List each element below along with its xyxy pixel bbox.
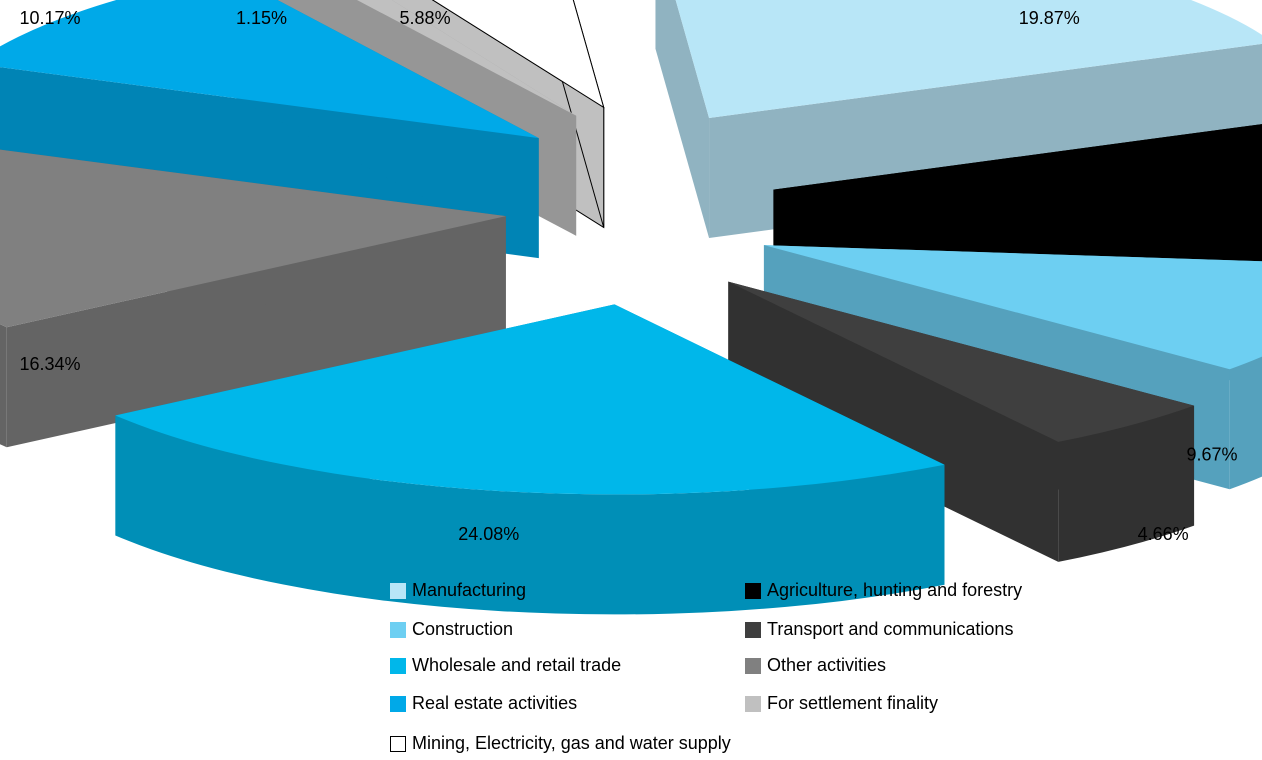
data-label-wholesale-and-retail-trade: 24.08%	[458, 524, 519, 544]
data-label-construction: 9.67%	[1186, 444, 1237, 464]
slice-top	[0, 149, 506, 328]
data-label-for-settlement-finality: 1.15%	[236, 8, 287, 28]
slice-top	[0, 0, 539, 139]
data-label-other-activities: 16.34%	[19, 354, 80, 374]
data-label-manufacturing: 19.87%	[1019, 8, 1080, 28]
slice-outer-wall	[1058, 405, 1195, 562]
pie-slice-other-activities	[0, 149, 506, 448]
data-label-mining-electricity-gas-and-water-supply: 5.88%	[400, 8, 451, 28]
slice-top	[115, 304, 945, 495]
slice-top	[431, 0, 605, 109]
slice-top	[728, 281, 1195, 442]
slice-top	[763, 245, 1262, 370]
data-label-transport-and-communications: 4.66%	[1138, 524, 1189, 544]
slice-outer-wall	[115, 415, 945, 615]
pie-data-labels: 19.87% 8.17% 9.67% 4.66% 24.08% 16.34% 10.17% 1…	[19, 8, 1237, 544]
pie-slice-transport-and-communications	[728, 281, 1195, 562]
slice-wall	[728, 281, 1059, 562]
slice-outer-wall	[1229, 356, 1262, 490]
slice-top	[773, 124, 1262, 206]
slice-top	[675, 0, 1262, 119]
data-label-real-estate-activities: 10.17%	[19, 8, 80, 28]
slice-outer-wall	[0, 324, 7, 448]
pie-slices	[0, 0, 1262, 615]
slice-wall	[655, 0, 710, 239]
pie-slice-wholesale-and-retail-trade	[115, 304, 945, 615]
data-label-agriculture-hunting-and-forestry: 8.17%	[1186, 136, 1237, 156]
